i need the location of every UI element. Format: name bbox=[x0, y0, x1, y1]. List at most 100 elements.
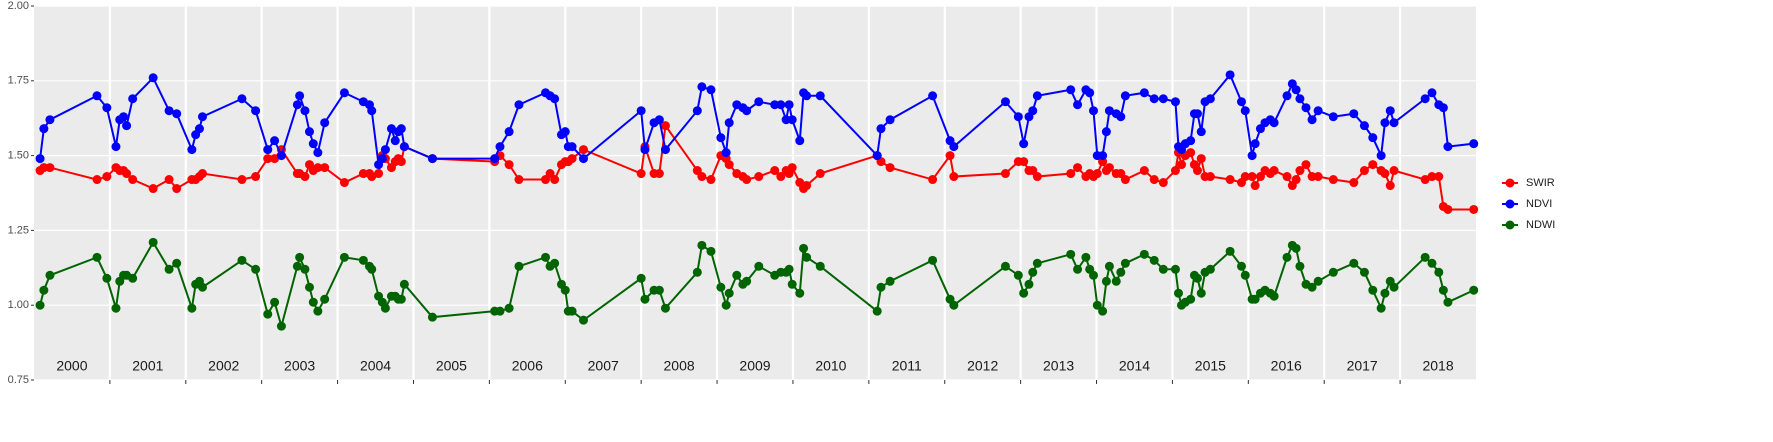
data-point bbox=[802, 181, 812, 191]
data-point bbox=[1066, 169, 1076, 179]
data-point bbox=[1013, 270, 1023, 280]
data-point bbox=[742, 276, 752, 286]
data-point bbox=[1225, 246, 1235, 256]
year-label: 2002 bbox=[208, 358, 239, 374]
data-point bbox=[1349, 258, 1359, 268]
data-point bbox=[111, 303, 121, 313]
data-point bbox=[1376, 303, 1386, 313]
data-point bbox=[1307, 282, 1317, 292]
data-point bbox=[660, 145, 670, 155]
data-point bbox=[263, 154, 273, 164]
data-point bbox=[377, 154, 387, 164]
data-point bbox=[187, 145, 197, 155]
data-point bbox=[872, 306, 882, 316]
data-point bbox=[1158, 94, 1168, 104]
data-point bbox=[560, 127, 570, 137]
data-point bbox=[640, 145, 650, 155]
legend-symbol bbox=[1505, 220, 1515, 230]
data-point bbox=[1225, 175, 1235, 185]
data-point bbox=[1139, 88, 1149, 98]
data-point bbox=[1359, 267, 1369, 277]
data-point bbox=[367, 172, 377, 182]
data-point bbox=[1000, 261, 1010, 271]
data-point bbox=[39, 124, 49, 134]
data-point bbox=[1250, 294, 1260, 304]
data-point bbox=[1301, 103, 1311, 113]
y-tick-label: 1.50 bbox=[8, 150, 29, 162]
data-point bbox=[1170, 97, 1180, 107]
data-point bbox=[578, 315, 588, 325]
data-point bbox=[815, 169, 825, 179]
data-point bbox=[495, 306, 505, 316]
data-point bbox=[1328, 175, 1338, 185]
year-label: 2015 bbox=[1195, 358, 1226, 374]
data-point bbox=[692, 267, 702, 277]
data-point bbox=[270, 297, 280, 307]
data-point bbox=[1158, 264, 1168, 274]
data-point bbox=[697, 240, 707, 250]
data-point bbox=[1434, 172, 1444, 182]
data-point bbox=[1173, 288, 1183, 298]
data-point bbox=[237, 175, 247, 185]
data-point bbox=[784, 100, 794, 110]
data-point bbox=[270, 136, 280, 146]
data-point bbox=[270, 154, 280, 164]
data-point bbox=[295, 252, 305, 262]
data-point bbox=[1170, 264, 1180, 274]
data-point bbox=[1301, 160, 1311, 170]
data-point bbox=[495, 142, 505, 152]
data-point bbox=[787, 279, 797, 289]
data-point bbox=[1313, 106, 1323, 116]
data-point bbox=[742, 175, 752, 185]
data-point bbox=[1359, 166, 1369, 176]
data-point bbox=[1385, 106, 1395, 116]
data-point bbox=[119, 112, 129, 122]
data-point bbox=[251, 106, 261, 116]
data-point bbox=[567, 306, 577, 316]
data-point bbox=[876, 282, 886, 292]
year-label: 2000 bbox=[56, 358, 87, 374]
data-point bbox=[654, 115, 664, 125]
data-point bbox=[1139, 166, 1149, 176]
data-point bbox=[300, 172, 310, 182]
data-point bbox=[1295, 166, 1305, 176]
data-point bbox=[1438, 103, 1448, 113]
data-point bbox=[697, 172, 707, 182]
data-point bbox=[1019, 157, 1029, 167]
year-label: 2004 bbox=[360, 358, 391, 374]
data-point bbox=[560, 285, 570, 295]
data-point bbox=[1427, 88, 1437, 98]
data-point bbox=[724, 288, 734, 298]
data-point bbox=[1196, 127, 1206, 137]
data-point bbox=[1104, 106, 1114, 116]
legend-label: NDWI bbox=[1526, 219, 1555, 231]
data-point bbox=[1158, 178, 1168, 188]
data-point bbox=[1028, 267, 1038, 277]
data-point bbox=[1111, 276, 1121, 286]
data-point bbox=[1013, 112, 1023, 122]
data-point bbox=[172, 184, 182, 194]
data-point bbox=[490, 154, 500, 164]
data-point bbox=[1098, 151, 1108, 161]
data-point bbox=[504, 303, 514, 313]
data-point bbox=[1368, 285, 1378, 295]
data-point bbox=[92, 91, 102, 101]
data-point bbox=[276, 151, 286, 161]
data-point bbox=[313, 148, 323, 158]
data-point bbox=[721, 148, 731, 158]
data-point bbox=[148, 73, 158, 83]
data-point bbox=[251, 264, 261, 274]
data-point bbox=[164, 175, 174, 185]
panel-background bbox=[34, 6, 1476, 380]
data-point bbox=[706, 175, 716, 185]
data-point bbox=[1295, 94, 1305, 104]
data-point bbox=[928, 255, 938, 265]
data-point bbox=[732, 270, 742, 280]
data-point bbox=[770, 166, 780, 176]
year-label: 2018 bbox=[1422, 358, 1453, 374]
data-point bbox=[1380, 169, 1390, 179]
data-point bbox=[1250, 181, 1260, 191]
data-point bbox=[799, 243, 809, 253]
